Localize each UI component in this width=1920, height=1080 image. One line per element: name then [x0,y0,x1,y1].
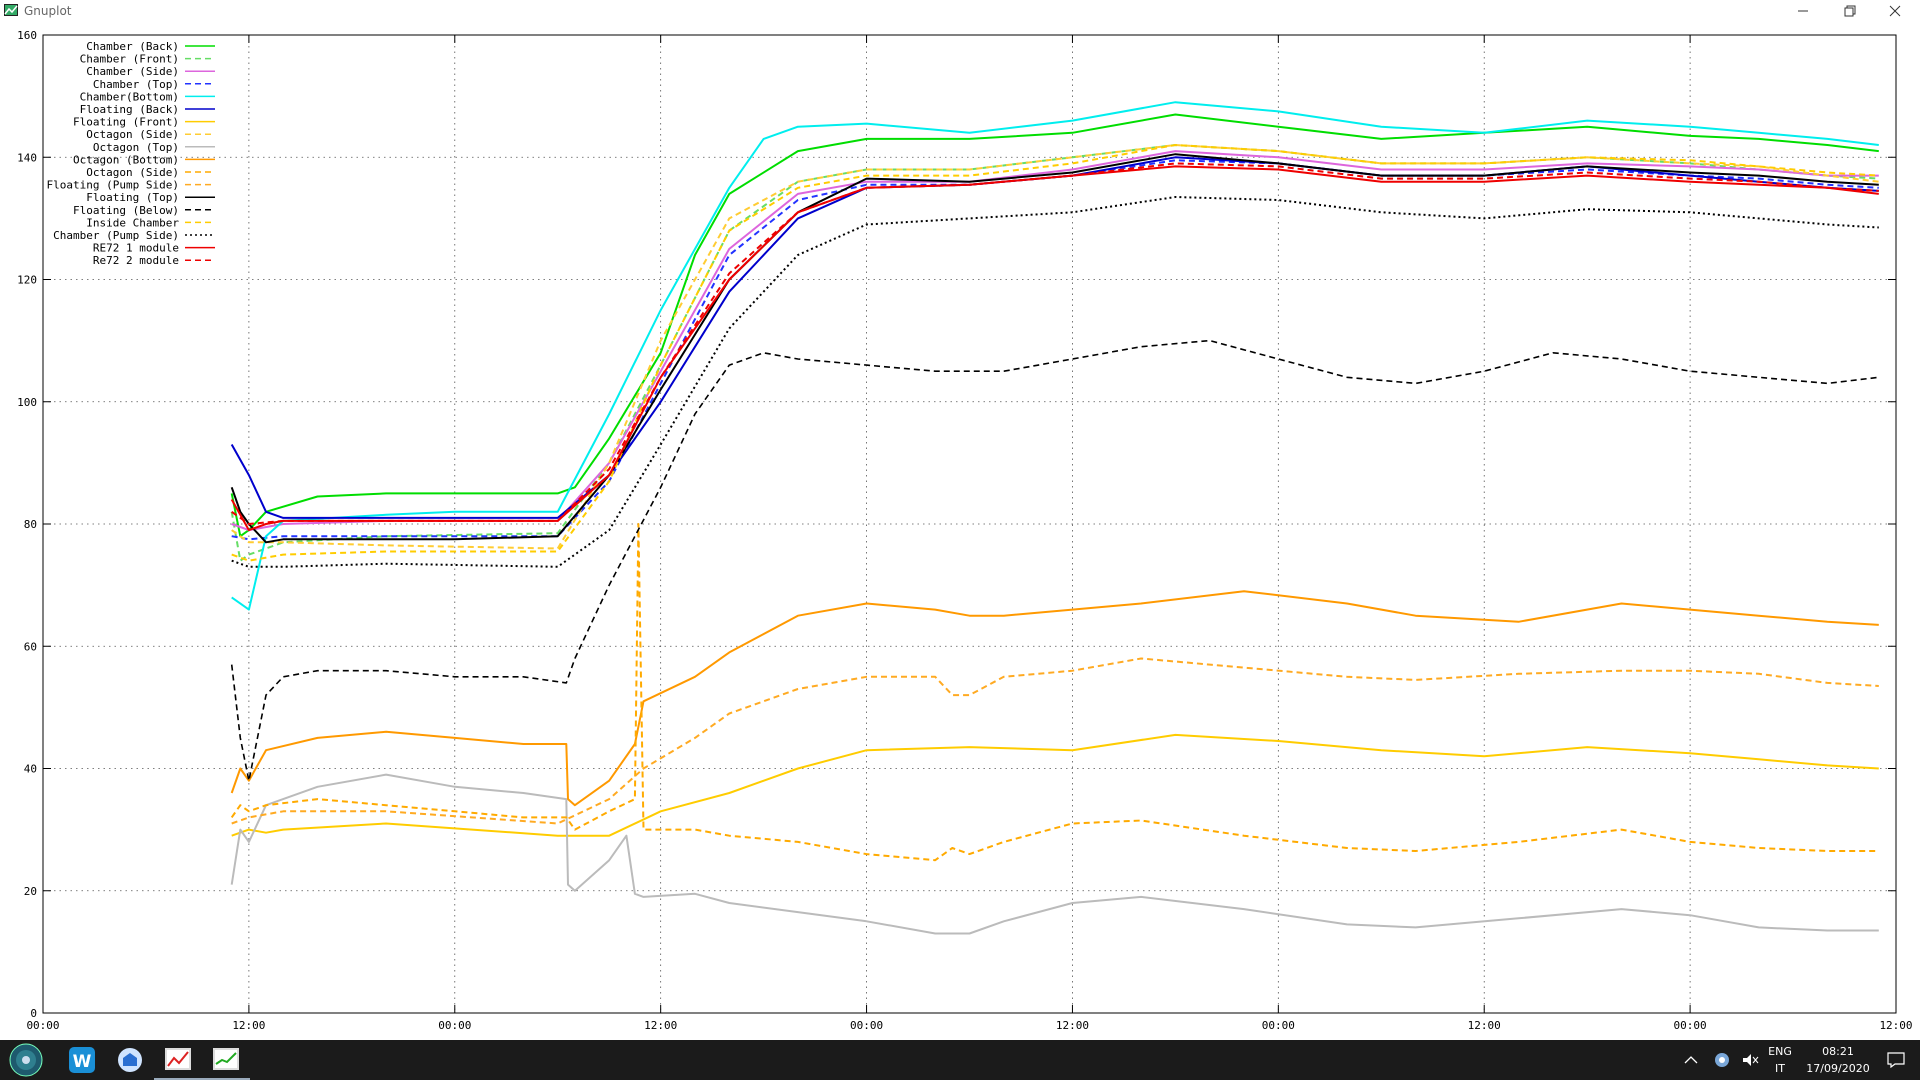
legend-label: Octagon (Top) [93,141,179,154]
series-line-12 [230,153,1879,544]
chevron-up-icon [1684,1056,1698,1064]
legend-label: Octagon (Side) [86,128,179,141]
x-tick-label: 12:00 [1056,1019,1089,1032]
legend-label: Chamber (Back) [86,40,179,53]
x-tick-label: 00:00 [438,1019,471,1032]
tray-network[interactable] [1708,1040,1736,1080]
x-tick-label: 12:00 [644,1019,677,1032]
tray-volume[interactable] [1736,1040,1764,1080]
taskbar-gnuplot-1[interactable] [154,1040,202,1080]
series-line-17 [231,162,1879,525]
gnuplot-taskbar-icon [165,1048,191,1070]
series-line-8 [230,773,1879,935]
series-line-9 [230,590,1879,807]
notification-icon [1887,1052,1905,1068]
svg-text:W: W [73,1052,92,1072]
legend-label: Chamber (Top) [93,78,179,91]
language-indicator-bottom[interactable]: IT [1775,1062,1785,1075]
series-line-3 [231,159,1879,541]
grid [43,35,1896,1013]
legend-label: Octagon (Bottom) [73,153,179,166]
legend: Chamber (Back)Chamber (Front)Chamber (Si… [47,40,215,267]
y-tick-label: 20 [24,885,37,898]
legend-label: Floating (Top) [86,191,179,204]
taskbar-app-1[interactable]: W [58,1040,106,1080]
y-tick-label: 0 [30,1007,37,1020]
start-button[interactable] [2,1040,50,1080]
x-tick-label: 00:00 [850,1019,883,1032]
legend-label: Floating (Back) [80,103,179,116]
legend-label: Re72 2 module [93,254,179,267]
series-line-7 [231,144,1879,550]
taskbar-app-2[interactable] [106,1040,154,1080]
series-line-6 [231,733,1879,837]
gnuplot-app-icon [4,4,18,16]
series-line-1 [230,144,1879,562]
legend-label: Octagon (Side) [86,166,179,179]
minimize-icon [1798,10,1808,12]
network-icon [1715,1053,1729,1067]
series-line-0 [230,113,1879,538]
close-icon [1889,5,1901,17]
x-tick-label: 12:00 [1879,1019,1912,1032]
gnuplot-taskbar-icon [213,1048,239,1070]
series-line-4 [231,101,1879,611]
legend-label: Floating (Below) [73,204,179,217]
series-line-5 [230,156,1879,519]
y-tick-label: 40 [24,763,37,776]
restore-icon [1844,5,1856,17]
taskbar: W ENG IT 08:21 17/09/2020 [0,1040,1920,1080]
y-tick-label: 100 [17,396,37,409]
w-app-icon: W [69,1047,95,1073]
plot-area: 0 20 40 60 80 100 120 140 160 00:00 12:00 00:00 12:… [17,29,1913,1032]
series-line-13 [230,339,1879,782]
series-group [230,101,1879,935]
notifications-button[interactable] [1872,1040,1920,1080]
legend-label: RE72 1 module [93,242,179,255]
minimize-button[interactable] [1780,0,1826,22]
x-axis-ticks: 00:00 12:00 00:00 12:00 00:00 12:00 00:00 12:00… [26,35,1913,1032]
series-line-16 [230,165,1879,532]
language-indicator-top[interactable]: ENG [1768,1045,1792,1058]
window-titlebar: Gnuplot [0,0,1920,22]
close-button[interactable] [1872,0,1918,22]
x-tick-label: 00:00 [1262,1019,1295,1032]
mail-app-icon [118,1048,142,1072]
start-orb-icon [9,1043,43,1077]
series-line-10 [230,523,1879,862]
series-line-2 [231,150,1879,532]
legend-label: Chamber(Bottom) [80,90,179,103]
legend-label: Chamber (Pump Side) [53,229,179,242]
x-tick-label: 00:00 [26,1019,59,1032]
restore-button[interactable] [1826,0,1872,22]
taskbar-gnuplot-2[interactable] [202,1040,250,1080]
y-tick-label: 120 [17,274,37,287]
y-tick-label: 160 [17,29,37,42]
legend-label: Floating (Pump Side) [47,179,179,192]
series-line-14 [231,144,1879,562]
y-tick-label: 80 [24,518,37,531]
legend-label: Chamber (Side) [86,65,179,78]
y-axis-ticks: 0 20 40 60 80 100 120 140 160 [17,29,1896,1020]
y-tick-label: 60 [24,640,37,653]
x-tick-label: 00:00 [1674,1019,1707,1032]
clock-time[interactable]: 08:21 [1822,1045,1854,1058]
window-title: Gnuplot [24,4,72,18]
tray-chevron[interactable] [1676,1040,1706,1080]
y-tick-label: 140 [17,151,37,164]
volume-muted-icon [1743,1054,1759,1066]
clock-date[interactable]: 17/09/2020 [1806,1062,1870,1075]
legend-label: Chamber (Front) [80,53,179,66]
legend-label: Inside Chamber [86,216,179,229]
legend-label: Floating (Front) [73,116,179,129]
x-tick-label: 12:00 [232,1019,265,1032]
x-tick-label: 12:00 [1468,1019,1501,1032]
